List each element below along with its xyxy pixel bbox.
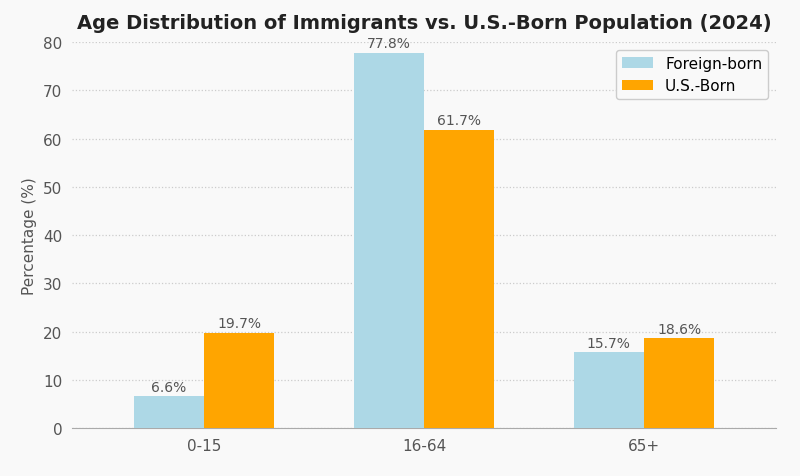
- Bar: [644, 339, 714, 428]
- Text: 18.6%: 18.6%: [657, 322, 702, 336]
- Bar: [574, 353, 644, 428]
- Bar: [204, 334, 274, 428]
- Text: 19.7%: 19.7%: [218, 317, 261, 330]
- Y-axis label: Percentage (%): Percentage (%): [22, 177, 38, 294]
- Text: 61.7%: 61.7%: [437, 114, 482, 128]
- Bar: [424, 131, 494, 428]
- Bar: [134, 397, 204, 428]
- Text: 6.6%: 6.6%: [151, 380, 186, 394]
- Bar: [354, 53, 424, 428]
- Title: Age Distribution of Immigrants vs. U.S.-Born Population (2024): Age Distribution of Immigrants vs. U.S.-…: [77, 14, 771, 33]
- Legend: Foreign-born, U.S.-Born: Foreign-born, U.S.-Born: [616, 50, 768, 100]
- Text: 77.8%: 77.8%: [367, 37, 410, 50]
- Text: 15.7%: 15.7%: [587, 336, 630, 350]
